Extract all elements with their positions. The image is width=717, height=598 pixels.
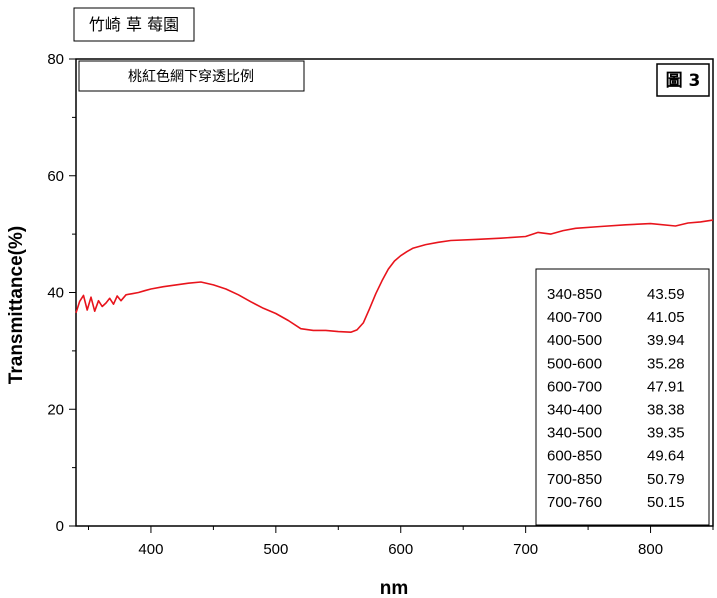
chart-subtitle: 桃紅色網下穿透比例 — [128, 68, 254, 85]
legend-value: 50.79 — [647, 471, 685, 488]
y-axis-title: Transmittance(%) — [6, 226, 27, 384]
legend-value: 39.94 — [647, 332, 685, 349]
legend-range: 340-850 — [547, 286, 602, 303]
legend-range: 400-500 — [547, 332, 602, 349]
x-tick-label: 700 — [513, 541, 538, 558]
y-tick-label: 40 — [47, 285, 64, 302]
legend-value: 50.15 — [647, 494, 685, 511]
legend-table: 340-850 43.59 400-700 41.05 400-500 39.94 500-… — [535, 268, 710, 526]
figure-label: 圖 3 — [666, 71, 701, 91]
legend-range: 500-600 — [547, 355, 602, 372]
legend-range: 700-850 — [547, 471, 602, 488]
y-tick-label: 80 — [47, 51, 64, 68]
legend-value: 41.05 — [647, 309, 685, 326]
legend-value: 49.64 — [647, 448, 685, 465]
header-title: 竹崎 草 莓園 — [89, 15, 179, 34]
subtitle-box: 桃紅色網下穿透比例 — [78, 60, 305, 92]
x-tick-label: 500 — [263, 541, 288, 558]
axes: 400 500 600 700 800 0 20 40 60 80 — [47, 51, 714, 558]
legend-range: 700-760 — [547, 494, 602, 511]
legend-value: 43.59 — [647, 286, 685, 303]
x-tick-label: 400 — [138, 541, 163, 558]
series-line-0 — [75, 219, 714, 333]
y-tick-label: 20 — [47, 401, 64, 418]
legend-value: 39.35 — [647, 425, 685, 442]
x-tick-label: 800 — [638, 541, 663, 558]
x-axis-title: nm — [380, 578, 409, 598]
legend-value: 47.91 — [647, 378, 685, 395]
legend-range: 340-500 — [547, 425, 602, 442]
x-tick-label: 600 — [388, 541, 413, 558]
figure-label-box: 圖 3 — [656, 63, 710, 97]
legend-range: 340-400 — [547, 402, 602, 419]
legend-range: 600-850 — [547, 448, 602, 465]
legend-value: 35.28 — [647, 355, 685, 372]
header-title-box: 竹崎 草 莓園 — [73, 7, 195, 42]
legend-value: 38.38 — [647, 402, 685, 419]
legend-range: 600-700 — [547, 378, 602, 395]
legend-range: 400-700 — [547, 309, 602, 326]
y-tick-label: 0 — [56, 518, 64, 535]
series-layer — [75, 219, 714, 333]
y-tick-label: 60 — [47, 168, 64, 185]
